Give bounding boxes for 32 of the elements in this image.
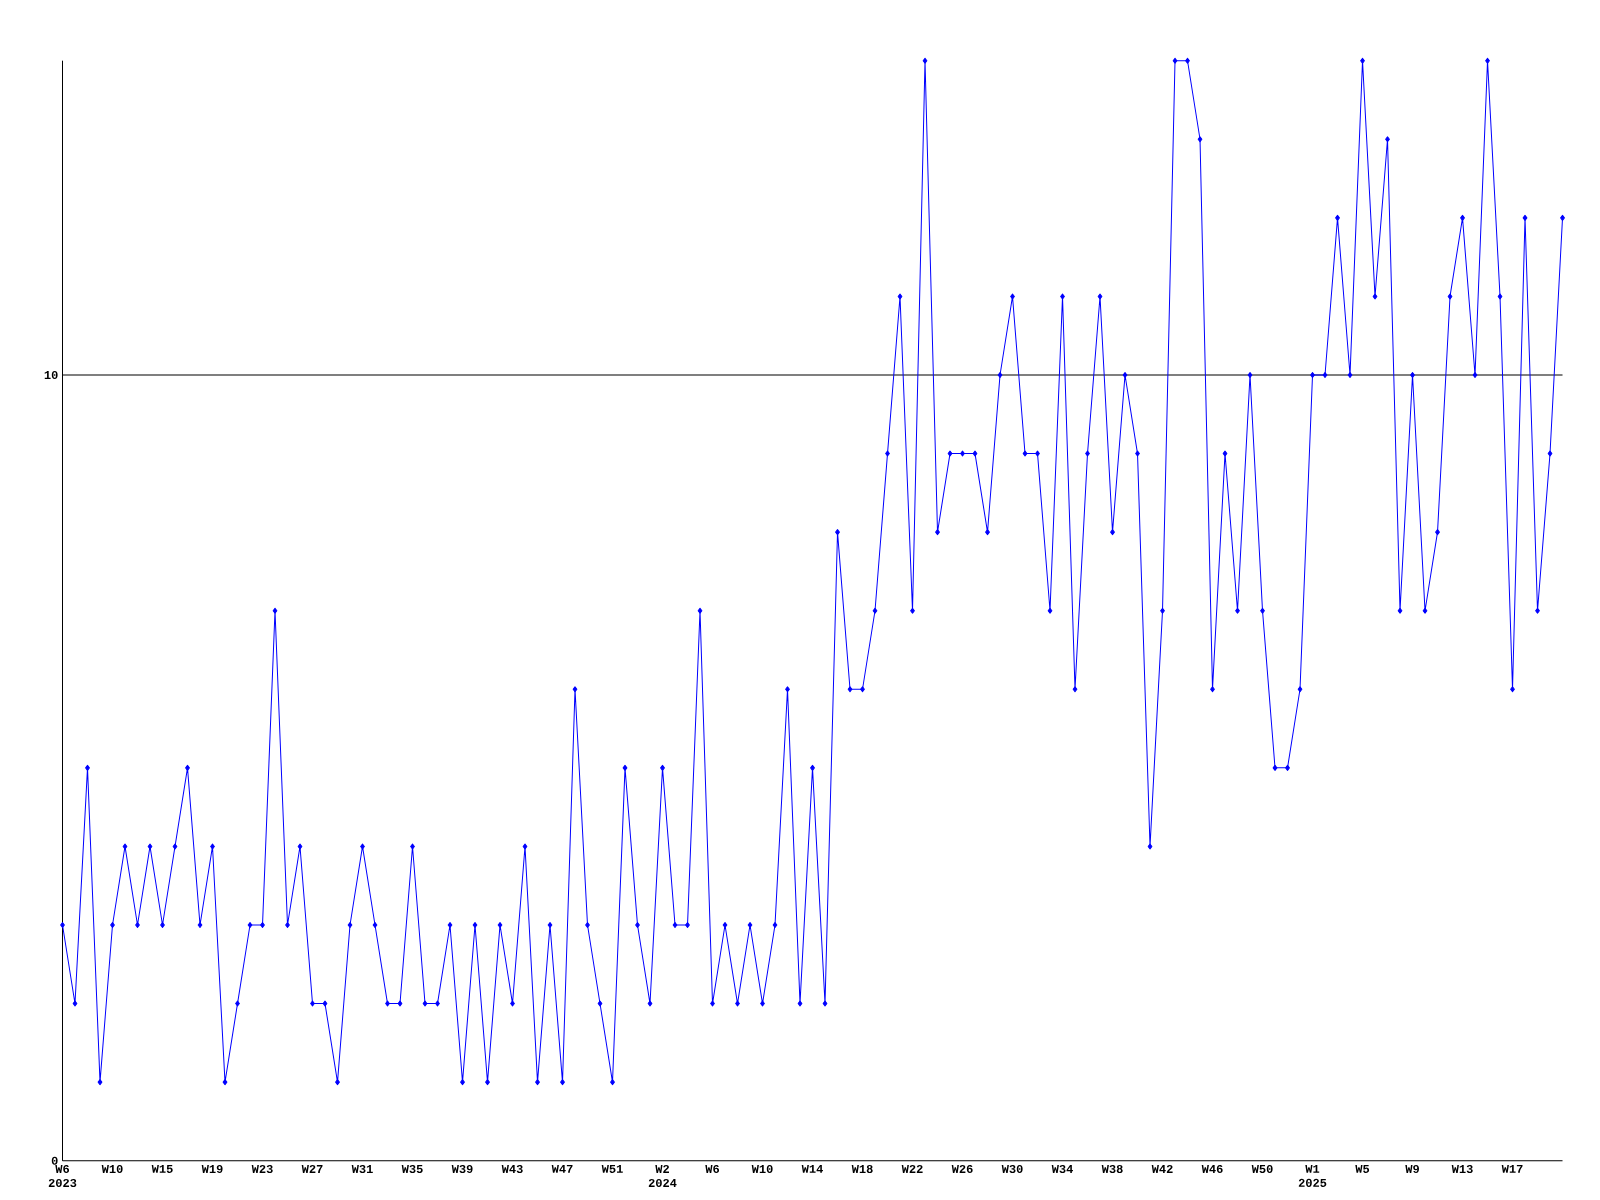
y-tick-label: 10 <box>44 370 58 380</box>
x-tick-label: W27 <box>301 1164 323 1173</box>
x-tick-label: W10 <box>751 1164 773 1174</box>
x-tick-label: W30 <box>1001 1164 1023 1174</box>
x-tick-label: W15 <box>151 1164 173 1173</box>
x-tick-label: W35 <box>401 1164 423 1174</box>
x-tick-label: W6 2023 <box>48 1164 77 1188</box>
x-tick-label: W1 2025 <box>1298 1164 1327 1187</box>
x-tick-label: W17 <box>1501 1164 1523 1173</box>
x-tick-label: W31 <box>351 1164 373 1174</box>
x-tick-label: W42 <box>1151 1164 1173 1173</box>
x-tick-label: W38 <box>1101 1164 1123 1174</box>
x-tick-label: W19 <box>201 1164 223 1174</box>
x-tick-label: W51 <box>601 1164 623 1173</box>
x-tick-label: W26 <box>951 1164 973 1174</box>
x-tick-label: W18 <box>851 1164 873 1174</box>
x-tick-label: W14 <box>801 1164 823 1173</box>
x-tick-label: W9 <box>1405 1164 1419 1174</box>
x-tick-label: W43 <box>501 1164 523 1174</box>
x-tick-label: W23 <box>251 1164 273 1174</box>
x-tick-label: W46 <box>1201 1164 1223 1174</box>
x-tick-label: W6 <box>705 1164 720 1174</box>
x-tick-label: W47 <box>551 1164 573 1173</box>
y-tick-label: 0 <box>51 1156 58 1165</box>
x-tick-label: W5 <box>1355 1164 1370 1173</box>
x-tick-label: W39 <box>451 1164 473 1174</box>
x-tick-label: W2 2024 <box>648 1164 677 1188</box>
x-tick-label: W13 <box>1451 1164 1473 1174</box>
x-tick-label: W34 <box>1051 1164 1073 1174</box>
x-tick-label: W22 <box>901 1164 923 1173</box>
x-tick-label: W10 <box>101 1164 123 1174</box>
x-tick-label: W50 <box>1251 1164 1273 1174</box>
